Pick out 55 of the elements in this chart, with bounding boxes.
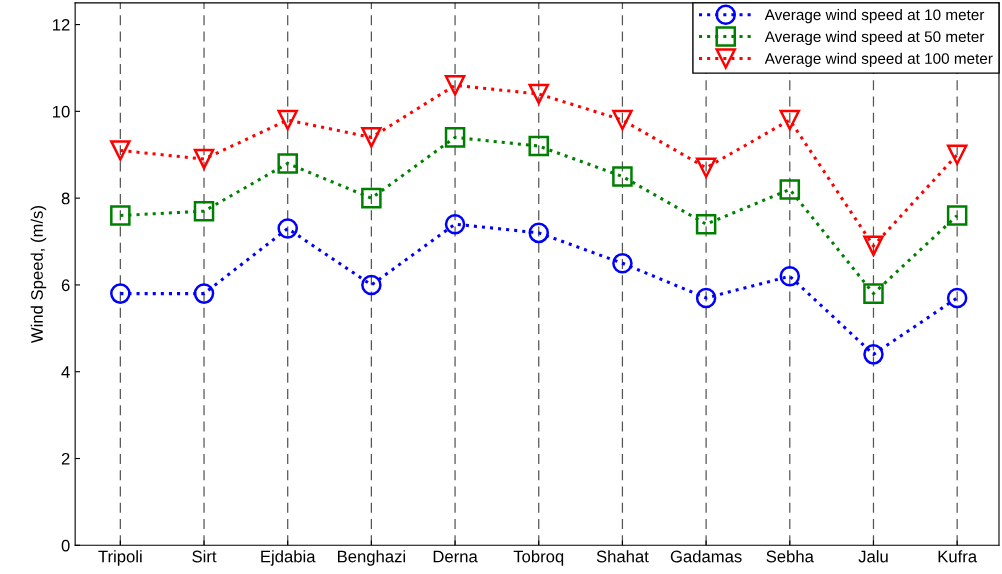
y-tick-label: 12: [53, 18, 70, 31]
x-tick-label: Benghazi: [338, 550, 406, 566]
point: [612, 109, 633, 131]
point: [277, 109, 298, 131]
y-tick-label: 2: [61, 452, 70, 465]
point: [863, 235, 884, 257]
point: [193, 200, 215, 222]
point: [361, 127, 382, 148]
point: [695, 157, 717, 179]
point: [779, 179, 801, 200]
point: [612, 252, 633, 274]
point: [277, 218, 298, 239]
point: [361, 274, 382, 296]
x-tick-label: Jalu: [858, 550, 888, 563]
y-tick-label: 6: [61, 279, 70, 292]
point: [277, 153, 298, 174]
x-tick-label: Tripoli: [98, 550, 142, 566]
x-tick-label: Gadamas: [670, 550, 742, 563]
x-tick-label: Shahat: [596, 550, 649, 563]
point: [946, 205, 968, 226]
point: [779, 109, 801, 131]
y-tick-label: 8: [61, 192, 70, 205]
point: [110, 205, 131, 226]
x-tick-label: Sirt: [192, 550, 217, 563]
point: [612, 166, 633, 187]
point: [946, 287, 968, 309]
point: [528, 135, 550, 157]
x-tick-label: Tobroq: [513, 550, 564, 566]
y-tick-label: 4: [61, 366, 70, 378]
point: [528, 83, 550, 105]
point: [528, 222, 550, 244]
point: [444, 213, 466, 235]
y-tick-label: 10: [53, 105, 70, 118]
point: [946, 144, 968, 166]
x-tick-label: Derna: [433, 550, 478, 563]
legend-label: Average wind speed at 100 meter: [764, 52, 993, 67]
point: [110, 140, 131, 161]
y-tick-label: 0: [61, 539, 70, 552]
point: [863, 283, 884, 304]
legend-label: Average wind speed at 10 meter: [764, 8, 985, 24]
point: [695, 213, 717, 235]
point: [779, 265, 801, 287]
point: [444, 127, 466, 148]
x-tick-label: Sebha: [766, 550, 814, 563]
point: [695, 287, 717, 309]
point: [361, 187, 382, 209]
legend-label: Average wind speed at 50 meter: [764, 30, 985, 46]
point: [193, 283, 215, 304]
point: [110, 283, 131, 304]
point: [444, 75, 466, 96]
x-tick-label: Kufra: [938, 550, 978, 563]
x-tick-label: Ejdabia: [261, 550, 316, 566]
point: [193, 148, 215, 170]
y-axis-title: Wind Speed, (m/s): [30, 206, 47, 344]
point: [863, 344, 884, 365]
